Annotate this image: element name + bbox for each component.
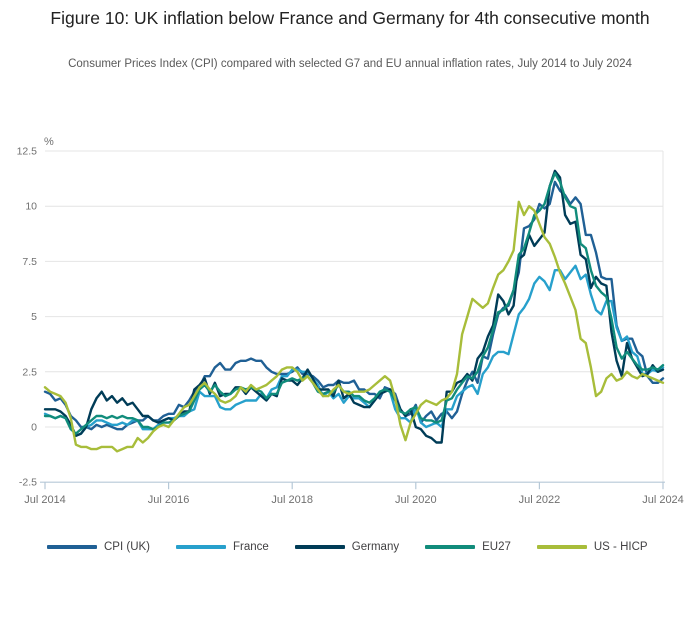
y-tick-label: -2.5 xyxy=(19,477,37,489)
inflation-line-chart: Jul 2014 Jul 2016 Jul 2018 Jul 2020 Jul 2022… xyxy=(17,136,684,506)
x-tick-label: Jul 2022 xyxy=(519,494,561,506)
legend-item-cpi-uk[interactable]: CPI (UK) xyxy=(47,541,150,553)
y-tick-label: 2.5 xyxy=(22,366,37,378)
y-tick-label: 12.5 xyxy=(17,146,38,158)
legend-swatch xyxy=(176,545,226,549)
series-line-germany xyxy=(43,169,665,444)
chart-area: Jul 2014 Jul 2016 Jul 2018 Jul 2020 Jul 2022… xyxy=(0,135,700,515)
legend-swatch xyxy=(47,545,97,549)
series-line-us-hicp xyxy=(43,200,665,453)
legend-item-label: EU27 xyxy=(482,541,511,553)
page-title: Figure 10: UK inflation below France and… xyxy=(50,8,650,28)
y-axis-unit-label: % xyxy=(44,136,54,148)
legend-item-us-hicp[interactable]: US - HICP xyxy=(536,541,648,553)
y-tick-label: 7.5 xyxy=(22,256,37,268)
y-tick-label: 0 xyxy=(31,422,37,434)
legend-item-label: Germany xyxy=(351,541,400,553)
y-tick-label: 5 xyxy=(31,311,37,323)
x-tick-label: Jul 2014 xyxy=(24,494,66,506)
chart-legend: CPI (UK) France Germany EU27 US - HICP xyxy=(47,541,648,553)
series-line-eu27 xyxy=(43,171,665,435)
chart-subtitle: Consumer Prices Index (CPI) compared wit… xyxy=(68,58,632,70)
legend-item-france[interactable]: France xyxy=(176,541,269,553)
y-tick-label: 10 xyxy=(25,201,37,213)
x-tick-label: Jul 2018 xyxy=(271,494,313,506)
legend-item-label: CPI (UK) xyxy=(104,541,150,553)
legend-item-eu27[interactable]: EU27 xyxy=(425,541,511,553)
legend-item-label: France xyxy=(233,541,269,553)
legend-swatch xyxy=(425,545,476,549)
x-tick-label: Jul 2016 xyxy=(148,494,190,506)
legend-item-label: US - HICP xyxy=(593,541,648,553)
x-tick-label: Jul 2024 xyxy=(642,494,684,506)
legend-swatch xyxy=(294,545,345,549)
x-tick-label: Jul 2020 xyxy=(395,494,437,506)
legend-swatch xyxy=(536,545,587,549)
legend-item-germany[interactable]: Germany xyxy=(294,541,400,553)
